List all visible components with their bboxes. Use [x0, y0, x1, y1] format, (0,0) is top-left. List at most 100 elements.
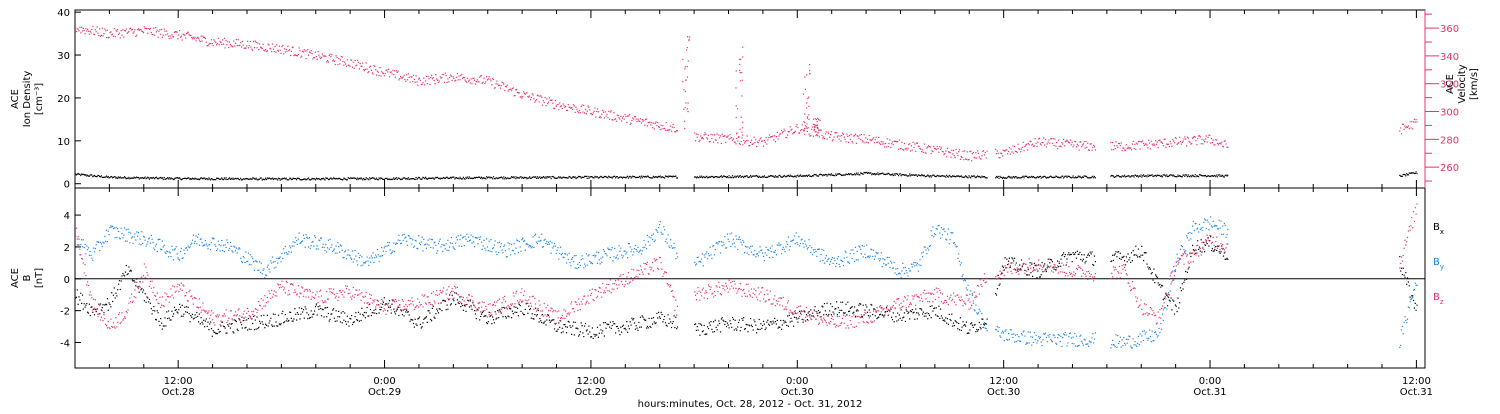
velocity-series-point: [945, 151, 946, 152]
velocity-series-point: [371, 70, 372, 71]
by-series-point: [715, 249, 716, 250]
bx-series-point: [103, 304, 104, 305]
bx-series-point: [635, 329, 636, 330]
bx-series-point: [766, 327, 767, 328]
velocity-series-point: [335, 64, 336, 65]
velocity-series-point: [538, 95, 539, 96]
velocity-series-point: [525, 94, 526, 95]
bx-series-point: [1198, 249, 1199, 250]
ion-density-series-point: [342, 179, 343, 180]
velocity-series-point: [128, 32, 129, 33]
bx-series-point: [612, 325, 613, 326]
bx-series-point: [570, 327, 571, 328]
velocity-series-point: [889, 139, 890, 140]
bx-series-point: [373, 312, 374, 313]
velocity-series-point: [606, 116, 607, 117]
velocity-series-point: [162, 37, 163, 38]
velocity-series-point: [1122, 150, 1123, 151]
by-series-point: [714, 254, 715, 255]
bx-series-point: [275, 314, 276, 315]
velocity-spike-point: [739, 70, 740, 71]
by-series-point: [192, 240, 193, 241]
velocity-spike-point: [687, 66, 688, 67]
velocity-series-point: [426, 76, 427, 77]
velocity-series-point: [1159, 140, 1160, 141]
velocity-series-point: [647, 125, 648, 126]
by-series-point: [85, 244, 86, 245]
bx-series-point: [515, 307, 516, 308]
bx-series-point: [828, 314, 829, 315]
bx-series-point: [257, 328, 258, 329]
velocity-series-point: [306, 50, 307, 51]
ion-density-series-point: [503, 176, 504, 177]
velocity-series-point: [869, 135, 870, 136]
by-series-point: [552, 247, 553, 248]
bx-series-point: [839, 310, 840, 311]
velocity-series-point: [166, 31, 167, 32]
velocity-series-point: [1210, 143, 1211, 144]
ion-density-series-point: [265, 178, 266, 179]
by-series-point: [269, 271, 270, 272]
ion-density-series-point: [424, 178, 425, 179]
by-series-point: [220, 250, 221, 251]
bx-series-point: [302, 311, 303, 312]
velocity-series-point: [822, 138, 823, 139]
by-series-point: [479, 239, 480, 240]
bx-series-point: [183, 316, 184, 317]
bx-series-point: [1140, 255, 1141, 256]
by-series-point: [733, 239, 734, 240]
bx-series-point: [472, 302, 473, 303]
velocity-series-point: [887, 138, 888, 139]
velocity-series-point: [630, 124, 631, 125]
by-series-point: [432, 239, 433, 240]
by-series-point: [81, 239, 82, 240]
bx-series-point: [404, 315, 405, 316]
by-series-point: [190, 244, 191, 245]
velocity-series-point: [784, 129, 785, 130]
velocity-spike-point: [814, 126, 815, 127]
velocity-series-point: [762, 140, 763, 141]
velocity-series-point: [107, 30, 108, 31]
velocity-series-point: [312, 53, 313, 54]
bx-series-point: [164, 317, 165, 318]
by-series-point: [234, 247, 235, 248]
velocity-series-point: [251, 49, 252, 50]
velocity-series-point: [720, 135, 721, 136]
bx-series-point: [374, 313, 375, 314]
bx-series-point: [525, 309, 526, 310]
by-series-point: [787, 244, 788, 245]
velocity-series-point: [164, 31, 165, 32]
velocity-series-point: [655, 121, 656, 122]
bx-series-point: [929, 315, 930, 316]
by-series-point: [610, 257, 611, 258]
velocity-series-point: [280, 50, 281, 51]
by-series-point: [446, 243, 447, 244]
ion-density-series-point: [968, 177, 969, 178]
ion-density-series-point: [396, 177, 397, 178]
ion-density-series-point: [240, 178, 241, 179]
ion-density-series-point: [742, 176, 743, 177]
bx-series-point: [911, 311, 912, 312]
velocity-series-point: [1227, 147, 1228, 148]
bx-series-point: [237, 329, 238, 330]
by-series-point: [336, 246, 337, 247]
bx-series-point: [334, 318, 335, 319]
ion-density-series-point: [729, 175, 730, 176]
velocity-series-point: [433, 77, 434, 78]
velocity-series-point: [342, 61, 343, 62]
by-series-point: [664, 229, 665, 230]
bx-series-point: [1054, 269, 1055, 270]
velocity-series-point: [598, 111, 599, 112]
by-series-point: [348, 249, 349, 250]
by-series-point: [367, 260, 368, 261]
by-series-point: [617, 255, 618, 256]
by-series-point: [884, 259, 885, 260]
by-series-point: [100, 242, 101, 243]
by-series-point: [744, 252, 745, 253]
velocity-series-point: [1034, 145, 1035, 146]
ion-density-series-point: [1416, 171, 1417, 172]
velocity-series-point: [741, 137, 742, 138]
bx-series-point: [760, 323, 761, 324]
velocity-series-point: [725, 142, 726, 143]
velocity-series-point: [121, 35, 122, 36]
